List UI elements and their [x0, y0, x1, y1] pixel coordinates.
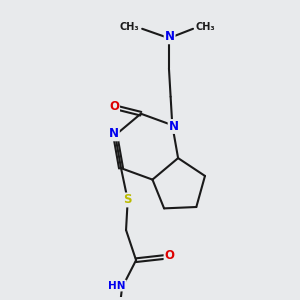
Text: O: O: [109, 100, 119, 113]
Text: HN: HN: [108, 280, 126, 291]
Text: N: N: [169, 120, 178, 133]
Text: S: S: [124, 194, 132, 206]
Text: O: O: [164, 249, 175, 262]
Text: CH₃: CH₃: [196, 22, 215, 32]
Text: CH₃: CH₃: [120, 22, 140, 32]
Text: N: N: [165, 30, 175, 43]
Text: N: N: [109, 128, 119, 140]
